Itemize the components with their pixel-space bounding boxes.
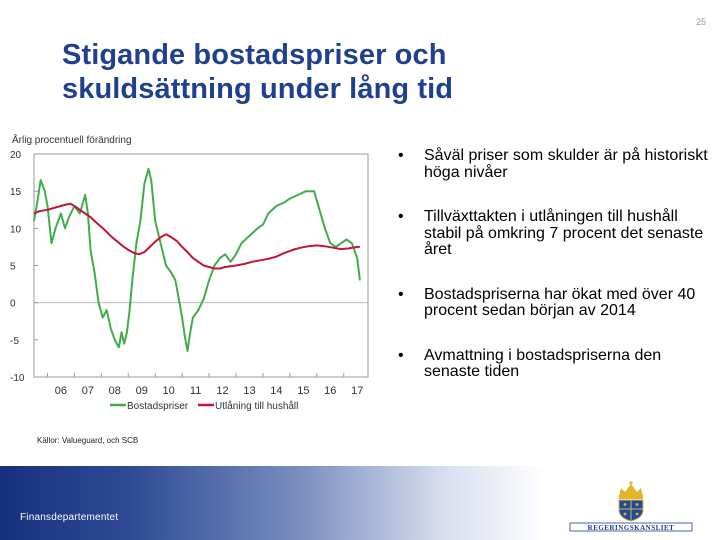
line-chart: Årlig procentuell förändring 20 15 10 5 0 -5 -…: [0, 130, 380, 418]
bullet-item: • Såväl priser som skulder är på historis…: [398, 147, 716, 181]
bullet-dot: •: [398, 147, 404, 164]
bullet-dot: •: [398, 285, 404, 303]
y-tick-label: 5: [10, 262, 16, 273]
x-tick-label: 08: [109, 385, 121, 397]
x-tick-label: 17: [351, 385, 363, 397]
legend-label: Utlåning till hushåll: [215, 400, 298, 412]
bullet-text: Tillväxttakten i utlåningen till hushåll…: [424, 208, 704, 258]
x-tick-label: 16: [324, 385, 336, 397]
legend: Bostadspriser Utlåning till hushåll: [110, 400, 298, 412]
source-note: Källor: Valueguard, och SCB: [37, 436, 139, 445]
plot-frame: [33, 153, 369, 378]
y-tick-label: 20: [10, 150, 22, 161]
x-tick-label: 11: [190, 385, 201, 397]
shield-icon: [618, 499, 644, 522]
bullet-item: • Avmattning i bostadspriserna den senast…: [398, 346, 716, 381]
y-axis-label: Årlig procentuell förändring: [12, 133, 132, 146]
y-tick-label: 0: [10, 299, 16, 310]
bullet-item: • Bostadspriserna har ökat med över 40 pr…: [398, 285, 716, 320]
legend-label: Bostadspriser: [127, 401, 189, 412]
chart-svg: Årlig procentuell förändring 20 15 10 5 0 -5 -…: [10, 133, 369, 412]
logo-frame: [569, 522, 693, 532]
plot-border: [33, 153, 369, 378]
slide-title: Stigande bostadspriser och skuldsättning…: [62, 39, 454, 105]
bullet-item: • Tillväxttakten i utlåningen till hushål…: [398, 208, 716, 259]
x-tick-label: 12: [216, 385, 228, 397]
x-tick-label: 06: [55, 385, 67, 397]
bullet-text: Bostadspriserna har ökat med över 40 pro…: [424, 285, 696, 319]
crown-icon: [619, 481, 643, 499]
x-tick-label: 10: [163, 385, 175, 397]
bullet-list: • Såväl priser som skulder är på historis…: [398, 147, 716, 381]
page-number: 25: [695, 17, 706, 27]
bullet-text: Avmattning i bostadspriserna den senaste…: [424, 346, 662, 380]
y-tick-label: -10: [10, 373, 25, 384]
footer-label: Finansdepartementet: [20, 512, 119, 523]
bullet-dot: •: [398, 346, 404, 364]
footer-bar: [0, 466, 720, 540]
regeringskansliet-logo: REGERINGSKANSLIET: [569, 481, 693, 532]
bullet-text: Såväl priser som skulder är på historisk…: [424, 147, 708, 181]
y-tick-label: 15: [10, 187, 22, 198]
series-lines: [33, 167, 361, 352]
x-tick-label: 13: [243, 385, 255, 397]
x-tick-labels: 06 07 08 09 10 11 12 13 14 15 16 17: [46, 373, 363, 397]
y-tick-labels: 20 15 10 5 0 -5 -10: [10, 150, 38, 384]
bullet-dot: •: [398, 208, 404, 225]
logo-text: REGERINGSKANSLIET: [588, 524, 675, 532]
series-line-utlaning: [33, 202, 360, 270]
y-tick-label: -5: [10, 336, 19, 347]
x-tick-label: 15: [297, 385, 309, 397]
x-tick-label: 14: [270, 385, 282, 397]
x-tick-label: 09: [136, 385, 148, 397]
y-tick-label: 10: [10, 224, 22, 235]
series-line-bostadspriser: [33, 167, 361, 352]
x-tick-label: 07: [82, 385, 94, 397]
